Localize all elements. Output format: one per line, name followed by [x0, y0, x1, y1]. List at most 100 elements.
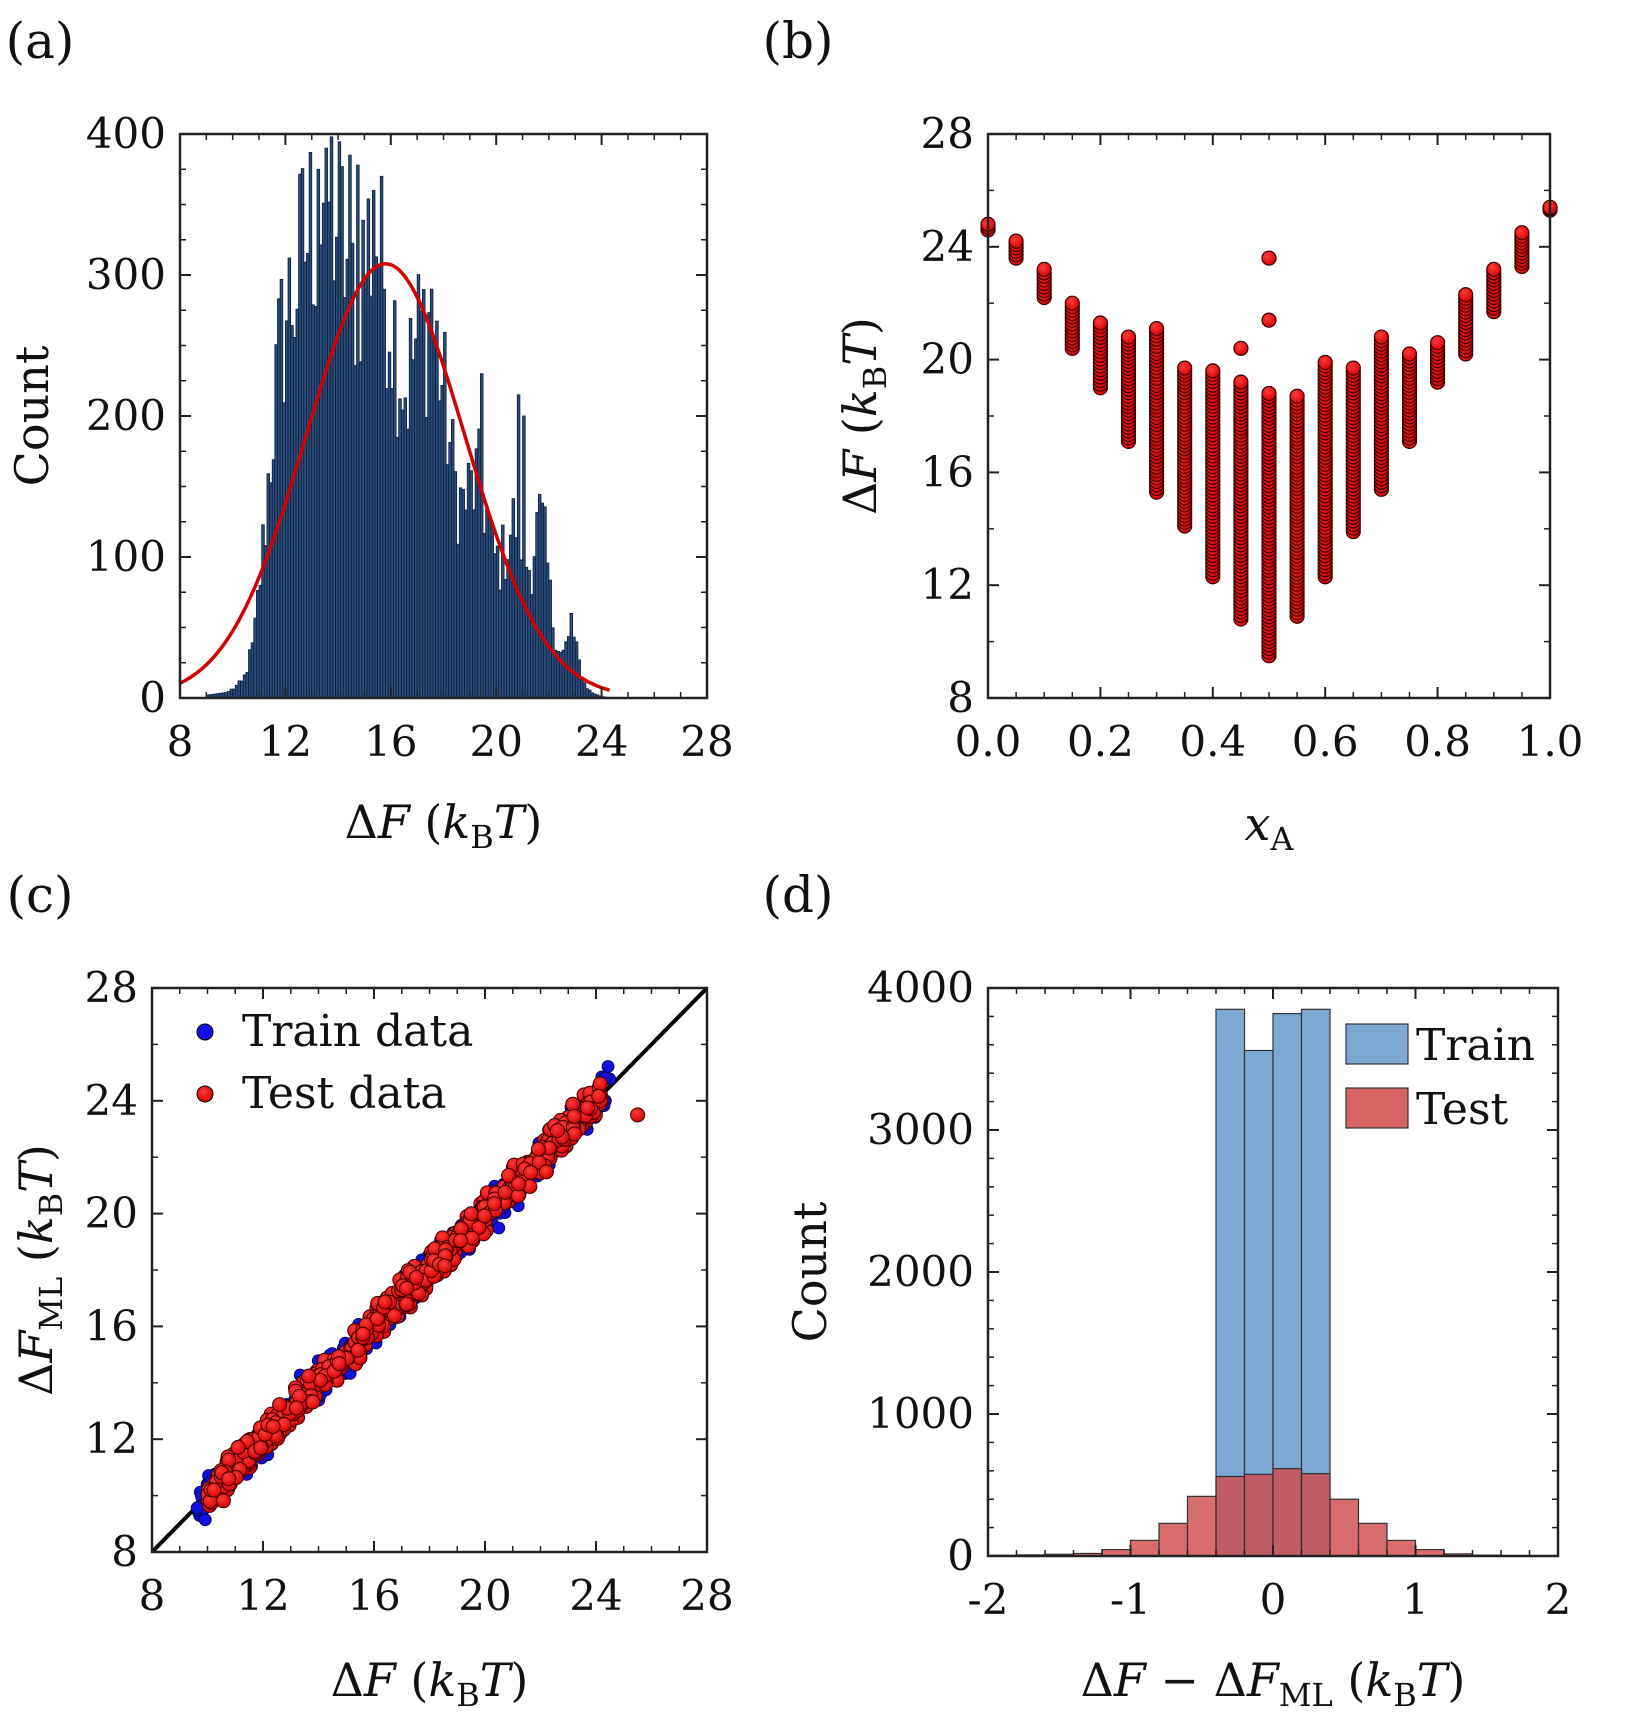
scatter-point	[1261, 385, 1277, 402]
test-point	[377, 1294, 393, 1310]
legend-label: Test	[1416, 1084, 1509, 1135]
scatter-point	[1148, 320, 1165, 337]
0-xtick-label: 16	[364, 717, 417, 766]
0-ytick-label: 0	[139, 673, 166, 722]
scatter-point	[1261, 312, 1277, 328]
1-xtick-label: 0.6	[1292, 717, 1359, 766]
test-point	[221, 1471, 237, 1487]
scatter-point	[1289, 388, 1305, 404]
panel-c-legend: Train data Test data	[196, 1006, 473, 1119]
1-xtick-label: 0.8	[1404, 717, 1471, 766]
scatter-point	[1008, 233, 1024, 249]
2-xtick-label: 28	[680, 1571, 733, 1620]
3-ytick-label: 2000	[867, 1247, 974, 1296]
train-histogram-bar	[1272, 1012, 1303, 1557]
scatter-point	[1486, 261, 1502, 277]
panel-a-label: (a)	[6, 12, 75, 70]
1-xtick-label: 0.2	[1067, 717, 1134, 766]
legend-label: Test data	[242, 1068, 447, 1119]
1-ytick-label: 28	[921, 109, 974, 158]
panel-b-points	[980, 199, 1558, 664]
3-xtick-label: 0	[1260, 1575, 1287, 1624]
panel-d: (d) Train Test -2 -1 0 1 2 0 1000 2000 3000 4000 ΔF −…	[762, 866, 1571, 1714]
test-point	[399, 1280, 415, 1296]
scatter-point	[1036, 261, 1052, 277]
0-xtick-label: 24	[575, 717, 628, 766]
0-ytick-label: 400	[86, 109, 166, 158]
test-point	[230, 1439, 246, 1455]
scatter-point	[1345, 360, 1361, 376]
1-xtick-label: 1.0	[1517, 717, 1584, 766]
test-histogram-bar	[1357, 1522, 1388, 1557]
scatter-point	[1429, 335, 1446, 351]
panel-d-series-test	[987, 1468, 1559, 1557]
test-point	[497, 1184, 513, 1200]
test-point	[253, 1440, 269, 1456]
legend-marker	[196, 1023, 214, 1041]
panel-b-ylabel: ΔF (kBT)	[833, 317, 894, 515]
test-point	[592, 1076, 608, 1092]
scatter-point	[1092, 315, 1109, 331]
scatter-point	[1205, 363, 1221, 379]
test-histogram-bar	[1186, 1495, 1217, 1557]
scatter-point	[1401, 346, 1418, 362]
test-point	[463, 1206, 479, 1222]
test-histogram-bar	[1386, 1539, 1417, 1557]
test-point	[305, 1394, 321, 1410]
test-point	[288, 1400, 304, 1416]
train-point	[492, 1221, 506, 1235]
1-xtick-label: 0.0	[955, 717, 1022, 766]
legend-swatch	[1345, 1023, 1409, 1065]
panel-d-xlabel: ΔF − ΔFML (kBT)	[1081, 1653, 1466, 1714]
panel-c-plot-area	[152, 988, 707, 1552]
0-ytick-label: 100	[86, 532, 166, 581]
3-ytick-label: 3000	[867, 1105, 974, 1154]
test-point	[523, 1164, 539, 1180]
legend-label: Train	[1416, 1020, 1535, 1071]
panel-a-bars	[205, 136, 613, 699]
panel-b-xlabel: xA	[1244, 797, 1294, 858]
panel-d-series-train	[1215, 1008, 1331, 1557]
panel-d-ylabel: Count	[783, 1201, 837, 1342]
3-xtick-label: -2	[968, 1575, 1009, 1624]
scatter-point	[1317, 354, 1333, 371]
scatter-point	[1233, 374, 1249, 390]
panel-b: (b) 0.0 0.2 0.4 0.6 0.8 1.0 8 12 16 20 24 28 xA ΔF (kB…	[762, 12, 1583, 858]
test-point	[630, 1107, 646, 1123]
1-ytick-label: 20	[921, 335, 974, 384]
2-ytick-label: 12	[85, 1414, 138, 1463]
scatter-point	[1458, 287, 1474, 303]
3-ytick-label: 4000	[867, 963, 974, 1012]
0-xtick-label: 20	[469, 717, 522, 766]
test-point	[272, 1397, 288, 1413]
2-ytick-label: 20	[85, 1189, 138, 1238]
2-ytick-label: 8	[111, 1527, 138, 1576]
train-histogram-bar	[1215, 1008, 1246, 1557]
test-point	[501, 1168, 517, 1184]
0-ytick-label: 300	[86, 250, 166, 299]
test-histogram-bar	[1215, 1475, 1246, 1557]
0-xtick-label: 8	[167, 717, 194, 766]
scatter-point	[1373, 329, 1390, 345]
test-point	[265, 1419, 281, 1435]
scatter-point	[1177, 360, 1193, 376]
test-point	[215, 1493, 231, 1509]
panel-d-legend: Train Test	[1345, 1020, 1535, 1135]
3-xtick-label: -1	[1110, 1575, 1151, 1624]
3-ytick-label: 0	[947, 1531, 974, 1580]
test-histogram-bar	[1129, 1539, 1160, 1557]
test-point	[453, 1233, 469, 1249]
test-point	[566, 1108, 582, 1124]
2-ytick-label: 28	[85, 963, 138, 1012]
legend-marker	[196, 1085, 214, 1103]
2-ytick-label: 16	[85, 1301, 138, 1350]
test-point	[530, 1141, 546, 1157]
test-histogram-bar	[1329, 1498, 1360, 1557]
test-histogram-bar	[1272, 1468, 1303, 1557]
gaussian-fit-line	[179, 261, 611, 692]
test-point	[549, 1122, 565, 1138]
test-point	[386, 1308, 402, 1324]
test-histogram-bar	[1158, 1522, 1189, 1557]
1-ytick-label: 24	[921, 222, 974, 271]
